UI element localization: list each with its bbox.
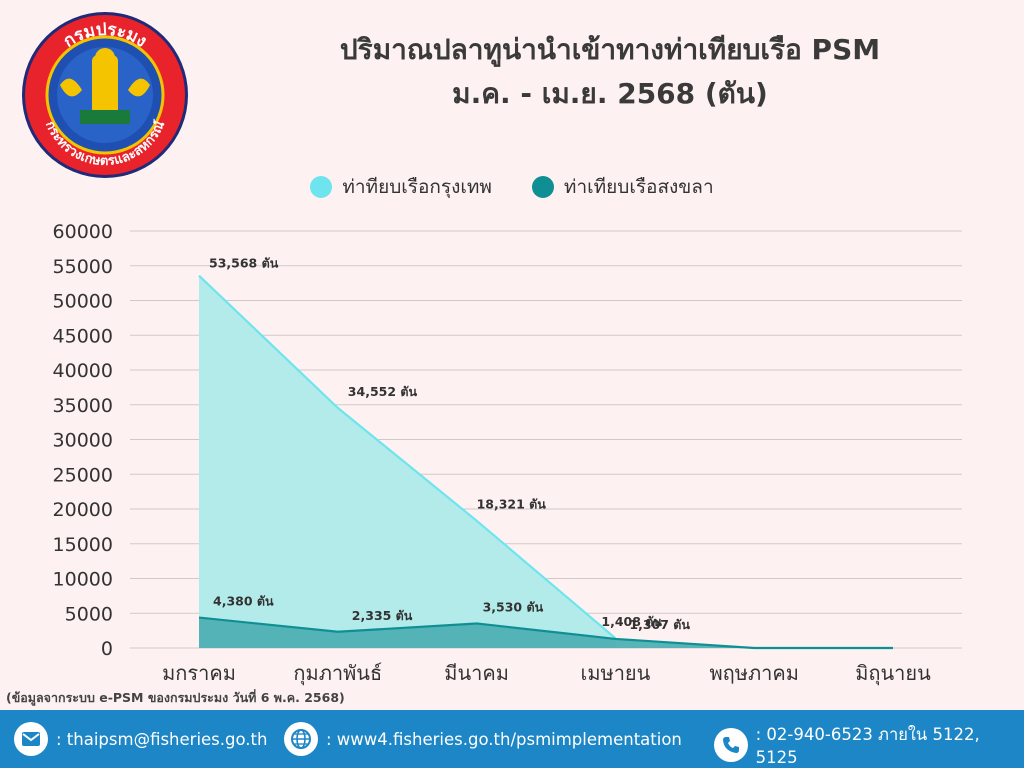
- legend-item-bangkok: ท่าทียบเรือกรุงเทพ: [310, 172, 492, 202]
- data-label: 53,568 ตัน: [209, 256, 279, 271]
- y-tick-label: 40000: [53, 360, 113, 382]
- legend-label-songkhla: ท่าเทียบเรือสงขลา: [563, 176, 714, 198]
- globe-icon: [284, 722, 318, 756]
- data-label: 3,530 ตัน: [483, 599, 544, 614]
- x-tick-label: เมษายน: [580, 661, 650, 685]
- area-chart: 0 5000 10000 15000 20000 25000 30000 35000 40000…: [53, 221, 962, 686]
- x-tick-label: พฤษภาคม: [709, 661, 798, 685]
- x-tick-label: มีนาคม: [444, 661, 509, 685]
- email-icon: [14, 722, 48, 756]
- x-tick-label: มิถุนายน: [855, 661, 931, 686]
- series-line: [198, 274, 617, 640]
- legend-swatch-songkhla: [531, 176, 554, 198]
- footer-email[interactable]: : thaipsm@fisheries.go.th: [14, 722, 267, 756]
- legend-item-songkhla: ท่าเทียบเรือสงขลา: [531, 172, 714, 202]
- y-tick-label: 50000: [53, 291, 113, 313]
- data-label: 1,307 ตัน: [629, 617, 690, 632]
- source-note: (ข้อมูลจากระบบ e-PSM ของกรมประมง วันที่ …: [6, 690, 345, 705]
- legend-label-bangkok: ท่าทียบเรือกรุงเทพ: [342, 176, 492, 198]
- chart-title: ปริมาณปลาทูน่านำเข้าทางท่าเทียบเรือ PSM …: [200, 30, 1020, 114]
- y-tick-label: 35000: [53, 395, 113, 417]
- title-line-1: ปริมาณปลาทูน่านำเข้าทางท่าเทียบเรือ PSM: [339, 33, 881, 66]
- y-tick-label: 15000: [53, 534, 113, 556]
- phone-icon: [714, 727, 748, 762]
- y-tick-label: 0: [101, 638, 113, 660]
- footer-website[interactable]: : www4.fisheries.go.th/psmimplementation: [284, 722, 682, 756]
- data-label: 2,335 ตัน: [352, 608, 413, 623]
- series-area: [199, 275, 616, 648]
- legend-swatch-bangkok: [310, 176, 333, 198]
- data-label: 4,380 ตัน: [213, 594, 274, 609]
- data-label: 1,408 ตัน: [601, 614, 662, 629]
- series-line: [198, 616, 893, 650]
- chart-legend: ท่าทียบเรือกรุงเทพ ท่าเทียบเรือสงขลา: [0, 172, 1024, 202]
- department-of-fisheries-logo: กรมประมง กระทรวงเกษตรและสหกรณ์: [22, 12, 188, 178]
- footer-phone[interactable]: : 02-940-6523 ภายใน 5122, 5125: [714, 722, 1024, 767]
- x-tick-label: มกราคม: [162, 661, 236, 685]
- contact-footer: : thaipsm@fisheries.go.th : www4.fisheri…: [0, 710, 1024, 768]
- y-tick-label: 55000: [53, 256, 113, 278]
- x-tick-label: กุมภาพันธ์: [293, 661, 382, 686]
- y-tick-label: 45000: [53, 325, 113, 347]
- footer-email-text: : thaipsm@fisheries.go.th: [56, 729, 268, 749]
- series-area: [199, 617, 893, 648]
- footer-website-text: : www4.fisheries.go.th/psmimplementation: [326, 729, 682, 749]
- y-tick-label: 20000: [53, 499, 113, 521]
- footer-phone-text: : 02-940-6523 ภายใน 5122, 5125: [755, 725, 980, 767]
- y-tick-label: 30000: [53, 430, 113, 452]
- y-tick-label: 5000: [65, 603, 113, 625]
- title-line-2: ม.ค. - เม.ย. 2568 (ตัน): [452, 77, 768, 110]
- y-tick-label: 25000: [53, 464, 113, 486]
- y-tick-label: 10000: [53, 569, 113, 591]
- data-label: 34,552 ตัน: [348, 384, 418, 399]
- y-tick-label: 60000: [53, 221, 113, 243]
- data-label: 18,321 ตัน: [477, 497, 547, 512]
